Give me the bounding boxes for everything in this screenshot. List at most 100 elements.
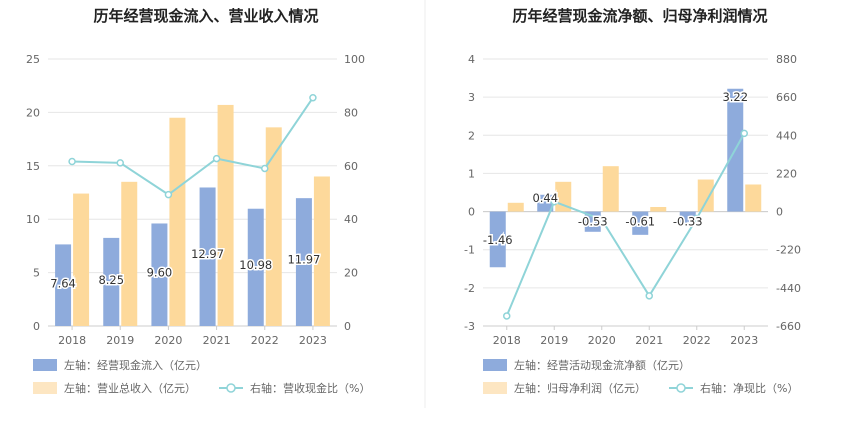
chart2-y-right-tick: -440 (776, 282, 801, 295)
chart1-line-series (72, 97, 314, 196)
chart2-y-right-tick: 880 (776, 53, 797, 66)
chart1-x-tick-label: 2019 (106, 334, 134, 347)
chart2-bar-primary (679, 211, 696, 225)
chart1-bar-primary (247, 208, 264, 326)
chart1-y-right-tick: 60 (344, 160, 358, 173)
chart2-x-tick-label: 2023 (730, 334, 758, 347)
chart1-legend-swatch-bar1 (33, 359, 57, 371)
chart1-x-tick-label: 2020 (154, 334, 182, 347)
chart2-line-point (598, 215, 606, 224)
chart1-y-left-tick: 25 (26, 53, 40, 66)
chart1-bar-primary (295, 198, 312, 326)
chart1-bar-secondary (217, 104, 234, 326)
chart1-legend-swatch-point (226, 383, 236, 393)
chart2-line-point (503, 312, 511, 320)
chart1-y-left-tick: 20 (26, 106, 40, 119)
chart1-x-tick-label: 2021 (203, 334, 231, 347)
chart2-bar-data-label: 3.22 (722, 90, 748, 104)
chart1-bar-secondary (169, 117, 186, 327)
chart2-bar-secondary (745, 184, 762, 212)
chart2-line-point (550, 197, 558, 206)
chart2-x-tick-label: 2022 (683, 334, 711, 347)
chart2-bar-data-label: -0.61 (625, 215, 655, 229)
chart2-y-left-tick: 0 (468, 206, 475, 219)
chart1-legend-swatch-bar2 (33, 382, 57, 394)
chart2-bar-secondary (602, 166, 619, 212)
chart1-line-point (309, 93, 317, 102)
chart2-x-tick-label: 2020 (588, 334, 616, 347)
chart2-bar-data-label: -1.46 (483, 233, 513, 247)
chart2-bar-primary (632, 211, 649, 235)
chart1-line-point (261, 164, 269, 173)
chart2-y-left-tick: 1 (468, 167, 475, 180)
chart1-legend-label: 左轴：营业总收入（亿元） (64, 381, 196, 395)
chart2-y-right-tick: -220 (776, 244, 801, 257)
chart2-bar-secondary (697, 179, 714, 212)
chart1-line-point (212, 154, 221, 163)
chart2-y-left-tick: 2 (468, 129, 475, 142)
chart1-bar-secondary (121, 181, 138, 326)
chart1-bar-secondary (73, 193, 90, 326)
chart2-line-point (740, 129, 748, 138)
chart1-bar-primary (55, 244, 72, 326)
chart2-line-point (693, 214, 701, 223)
chart2-y-right-tick: 220 (776, 167, 797, 180)
chart1-bar-primary (199, 187, 216, 326)
chart2-bar-primary (489, 211, 506, 268)
chart1-bar-primary (151, 223, 168, 326)
chart1-bar-data-label: 7.64 (50, 277, 76, 291)
chart2-x-tick-label: 2019 (540, 334, 568, 347)
chart1-bar-primary (103, 237, 120, 326)
chart2-legend-label: 右轴：净现比（%） (700, 381, 798, 395)
chart1-bar-data-label: 10.98 (239, 258, 272, 272)
chart2-y-left-tick: -2 (464, 282, 475, 295)
chart2-bar-secondary (507, 202, 524, 212)
chart2-line-series (505, 132, 746, 317)
chart1-legend-label: 右轴：营收现金比（%） (250, 381, 370, 395)
chart2-y-right-tick: 660 (776, 91, 797, 104)
chart2-bar-data-label: -0.33 (673, 215, 703, 229)
chart2-y-right-tick: 440 (776, 129, 797, 142)
chart1-line-point (116, 159, 124, 167)
chart1-y-right-tick: 100 (344, 53, 365, 66)
chart1-bar-data-label: 8.25 (98, 273, 124, 287)
chart2-legend-swatch-bar1 (483, 359, 507, 371)
chart1-bar-data-label: 9.60 (147, 266, 173, 280)
chart1-bar-secondary (265, 127, 282, 327)
chart2-bar-data-label: -0.53 (578, 215, 608, 229)
chart1-y-left-tick: 5 (33, 267, 40, 280)
chart2-bar-primary (537, 194, 554, 212)
chart1-bar-data-label: 11.97 (287, 253, 320, 267)
chart1-y-right-tick: 80 (344, 106, 358, 119)
chart1-legend-label: 左轴：经营现金流入（亿元） (64, 358, 207, 372)
chart2-legend-swatch-point (676, 383, 686, 393)
chart1-bar-data-label: 12.97 (191, 247, 224, 261)
chart2-line-point (645, 292, 653, 300)
chart2-x-tick-label: 2018 (493, 334, 521, 347)
chart2-bar-secondary (650, 206, 667, 212)
chart1-y-left-tick: 10 (26, 213, 40, 226)
chart2-y-left-tick: -3 (464, 320, 475, 333)
chart1-y-right-tick: 0 (344, 320, 351, 333)
chart2-y-right-tick: -660 (776, 320, 801, 333)
chart1-y-left-tick: 0 (33, 320, 40, 333)
chart1-y-right-tick: 20 (344, 267, 358, 280)
chart1-x-tick-label: 2018 (58, 334, 86, 347)
chart2-x-tick-label: 2021 (635, 334, 663, 347)
chart1-x-tick-label: 2023 (299, 334, 327, 347)
chart1-line-point (164, 190, 173, 199)
chart2-y-left-tick: 3 (468, 91, 475, 104)
chart1-title: 历年经营现金流入、营业收入情况 (93, 7, 318, 25)
chart1-line-point (68, 157, 76, 166)
chart2-y-left-tick: -1 (464, 244, 475, 257)
chart2-y-right-tick: 0 (776, 206, 783, 219)
chart1-bar-secondary (313, 176, 330, 326)
chart1-y-left-tick: 15 (26, 160, 40, 173)
chart2-legend-label: 左轴：经营活动现金流净额（亿元） (514, 358, 690, 372)
chart2-bar-data-label: 0.44 (532, 191, 558, 205)
chart2-legend-label: 左轴：归母净利润（亿元） (514, 381, 646, 395)
chart2-y-left-tick: 4 (468, 53, 475, 66)
chart1-y-right-tick: 40 (344, 213, 358, 226)
